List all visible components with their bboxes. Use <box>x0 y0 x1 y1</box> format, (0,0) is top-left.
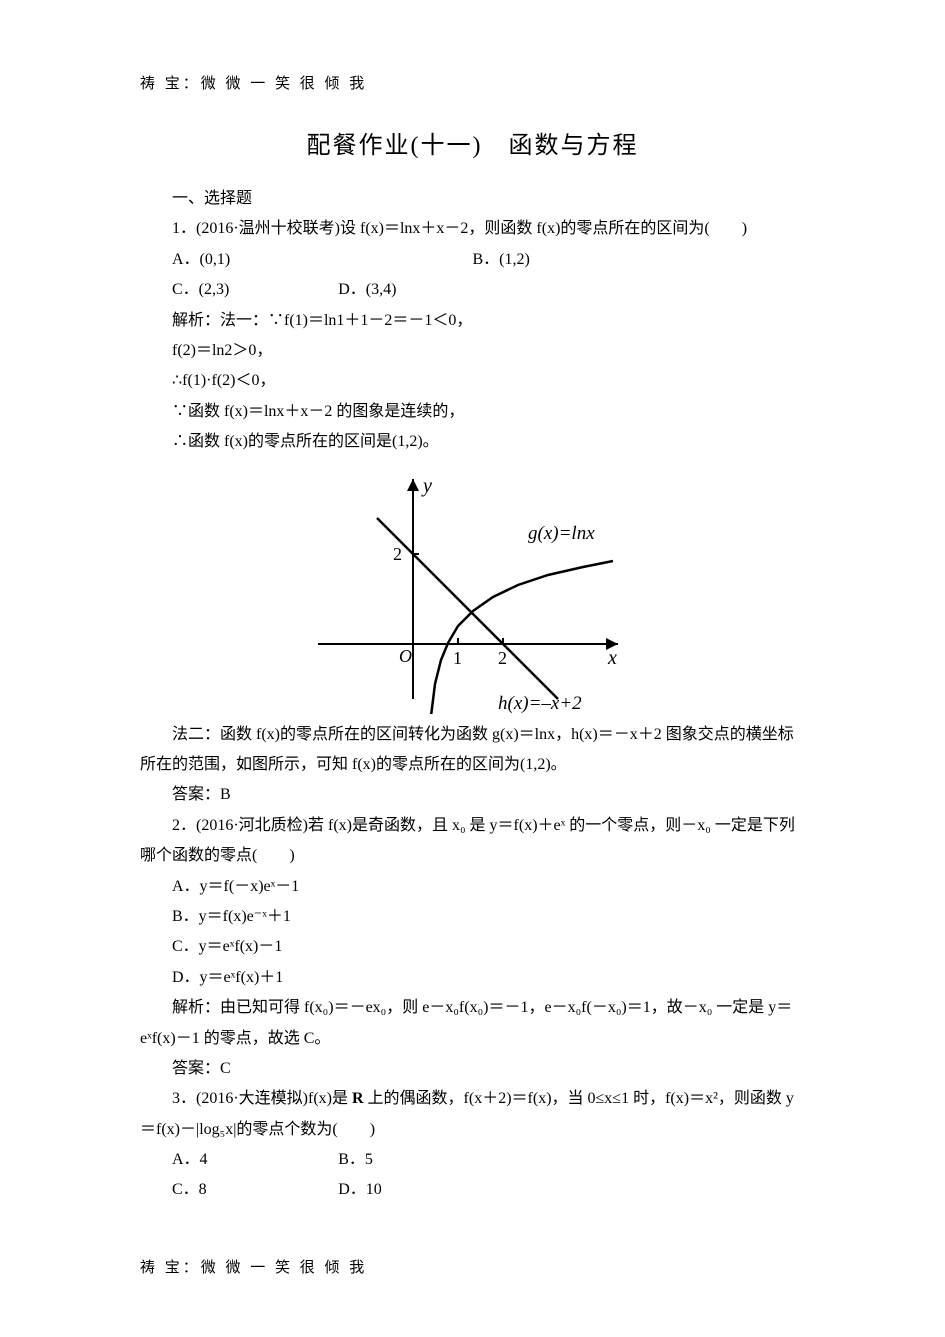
q3-opt-b: B．5 <box>306 1145 472 1175</box>
q3-stem: 3．(2016·大连模拟)f(x)是 R 上的偶函数，f(x＋2)＝f(x)，当… <box>140 1084 805 1145</box>
svg-text:h(x)=–x+2: h(x)=–x+2 <box>498 693 582 714</box>
q1-figure: O 1 2 2 x y g(x)=lnx h(x)=–x+2 <box>140 464 805 714</box>
q1-opt-c: C．(2,3) <box>140 275 306 305</box>
q3-opt-d: D．10 <box>306 1175 472 1205</box>
q3-stem-text: 3．(2016·大连模拟)f(x)是 R 上的偶函数，f(x＋2)＝f(x)，当… <box>140 1090 794 1137</box>
svg-text:O: O <box>399 646 412 666</box>
function-plot: O 1 2 2 x y g(x)=lnx h(x)=–x+2 <box>303 464 643 714</box>
q1-sol-4: ∵函数 f(x)＝lnx＋x－2 的图象是连续的， <box>140 397 805 427</box>
svg-text:x: x <box>607 647 617 669</box>
q3-options-row1: A．4 B．5 <box>140 1145 805 1175</box>
page-header: 祷 宝：微 微 一 笑 很 倾 我 <box>140 70 805 99</box>
section-heading: 一、选择题 <box>140 184 805 214</box>
q1-sol-6: 法二：函数 f(x)的零点所在的区间转化为函数 g(x)＝lnx，h(x)＝－x… <box>140 720 805 781</box>
q1-options-row2: C．(2,3) D．(3,4) <box>140 275 805 305</box>
page-title: 配餐作业(十一) 函数与方程 <box>140 124 805 170</box>
q2-sol: 解析：由已知可得 f(x₀)＝－ex₀，则 e－x₀f(x₀)＝－1，e－x₀f… <box>140 993 805 1054</box>
q1-opt-a: A．(0,1) <box>140 245 473 275</box>
svg-text:g(x)=lnx: g(x)=lnx <box>528 523 595 544</box>
q2-stem: 2．(2016·河北质检)若 f(x)是奇函数，且 x₀ 是 y＝f(x)＋eˣ… <box>140 811 805 872</box>
q1-answer: 答案：B <box>140 780 805 810</box>
q1-sol-2: f(2)＝ln2＞0， <box>140 336 805 366</box>
svg-text:y: y <box>421 475 432 497</box>
q1-opt-b: B．(1,2) <box>473 245 806 275</box>
q2-opt-c: C．y＝eˣf(x)－1 <box>140 932 805 962</box>
q2-opt-d: D．y＝eˣf(x)＋1 <box>140 963 805 993</box>
q1-stem: 1．(2016·温州十校联考)设 f(x)＝lnx＋x－2，则函数 f(x)的零… <box>140 214 805 244</box>
q3-opt-c: C．8 <box>140 1175 306 1205</box>
q1-opt-d: D．(3,4) <box>306 275 472 305</box>
q1-sol-1: 解析：法一：∵f(1)＝ln1＋1－2＝－1＜0， <box>140 306 805 336</box>
svg-text:1: 1 <box>453 648 462 668</box>
svg-text:2: 2 <box>393 544 402 564</box>
q3-opt-a: A．4 <box>140 1145 306 1175</box>
q1-sol-5: ∴函数 f(x)的零点所在的区间是(1,2)。 <box>140 427 805 457</box>
page-footer: 祷 宝：微 微 一 笑 很 倾 我 <box>140 1254 367 1283</box>
q2-opt-b: B．y＝f(x)e⁻ˣ＋1 <box>140 902 805 932</box>
q1-sol-3: ∴f(1)·f(2)＜0， <box>140 366 805 396</box>
q3-options-row2: C．8 D．10 <box>140 1175 805 1205</box>
q2-answer: 答案：C <box>140 1054 805 1084</box>
svg-text:2: 2 <box>498 648 507 668</box>
q2-opt-a: A．y＝f(－x)eˣ－1 <box>140 872 805 902</box>
q1-options-row1: A．(0,1) B．(1,2) <box>140 245 805 275</box>
